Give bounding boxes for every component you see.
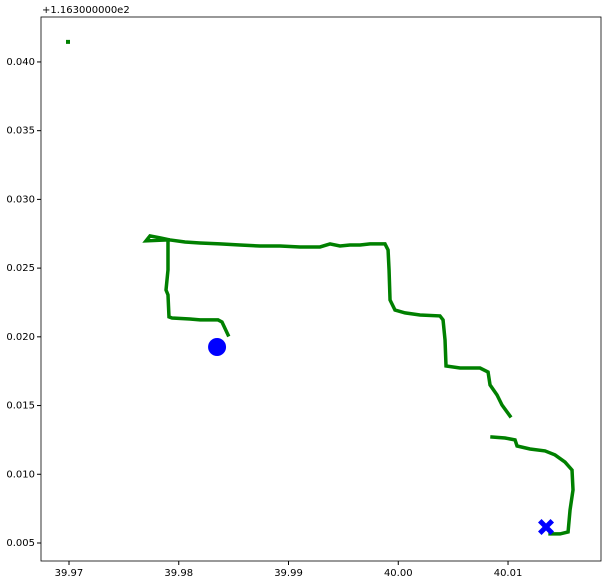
y-tick-label: 0.040 bbox=[6, 57, 35, 68]
end-marker bbox=[538, 519, 555, 536]
y-tick-label: 0.020 bbox=[6, 332, 35, 343]
x-tick-label: 39.97 bbox=[55, 568, 84, 579]
trajectory bbox=[490, 435, 575, 536]
x-tick-label: 39.98 bbox=[164, 568, 193, 579]
x-tick-label: 40.01 bbox=[494, 568, 523, 579]
y-tick-label: 0.035 bbox=[6, 126, 35, 137]
trajectory bbox=[142, 234, 513, 419]
plot-frame bbox=[40, 16, 602, 562]
start-marker bbox=[208, 338, 227, 357]
x-tick-label: 40.00 bbox=[384, 568, 413, 579]
y-tick-label: 0.030 bbox=[6, 194, 35, 205]
x-tick-label: 39.99 bbox=[274, 568, 303, 579]
point bbox=[66, 39, 71, 44]
y-tick-label: 0.005 bbox=[6, 538, 35, 549]
y-tick-label: 0.010 bbox=[6, 469, 35, 480]
y-tick-label: 0.025 bbox=[6, 263, 35, 274]
y-tick-label: 0.015 bbox=[6, 401, 35, 412]
offset-text: +1.163000000e2 bbox=[42, 5, 130, 16]
